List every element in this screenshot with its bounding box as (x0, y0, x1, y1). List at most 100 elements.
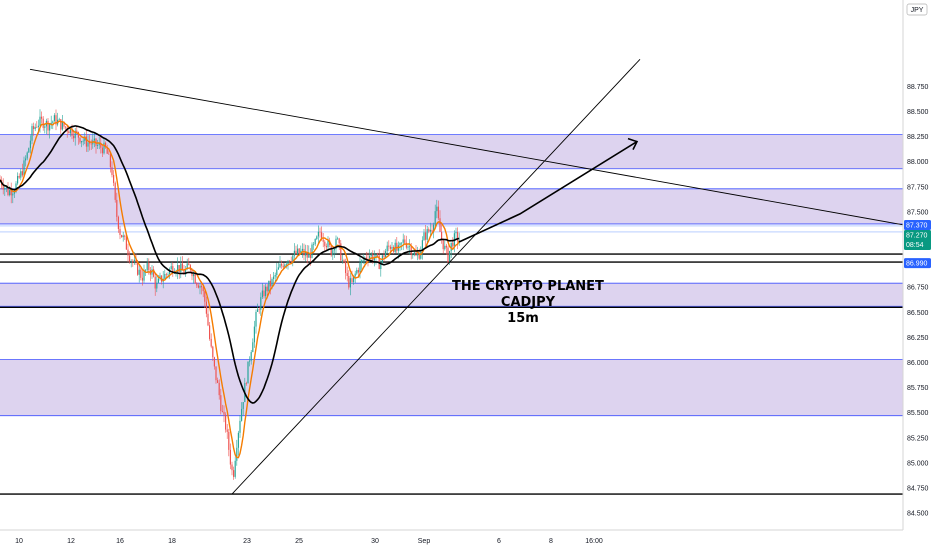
ma-slow-line (0, 125, 460, 404)
candle-body (117, 216, 119, 229)
projection-arrow-head (627, 137, 639, 150)
candle-body (273, 276, 275, 280)
candle-body (367, 258, 369, 260)
candle-body (442, 238, 444, 250)
candle-body (404, 239, 406, 243)
candle-body (167, 274, 169, 275)
candle-body (239, 420, 241, 433)
candle-body (114, 182, 116, 200)
candle-body (428, 229, 430, 232)
x-tick-label: 6 (497, 538, 501, 545)
candle-body (137, 261, 139, 275)
candle-body (437, 206, 439, 219)
candle-body (73, 135, 75, 139)
candle-body (97, 145, 99, 146)
y-tick-label: 85.500 (907, 410, 929, 417)
candle-body (138, 269, 140, 275)
time-axis-panel[interactable] (0, 530, 903, 550)
candle-body (7, 187, 9, 196)
price-badge-sublabel: 08:54 (906, 242, 924, 249)
candle-body (39, 116, 41, 126)
candle-body (242, 402, 244, 409)
candle-body (29, 140, 31, 149)
candle-body (290, 261, 292, 262)
zone-1 (0, 188, 903, 224)
candle-body (377, 254, 379, 256)
candle-body (325, 246, 327, 248)
y-tick-label: 85.750 (907, 385, 929, 392)
candle-body (231, 464, 233, 471)
candle-body (53, 115, 55, 122)
candle-body (255, 311, 257, 327)
candle-body (412, 254, 414, 256)
candle-body (68, 131, 70, 134)
candle-body (20, 171, 22, 178)
candle-body (354, 273, 356, 277)
x-tick-label: 30 (371, 538, 379, 545)
candle-body (436, 206, 438, 212)
candle-body (402, 239, 404, 243)
y-tick-label: 88.750 (907, 84, 929, 91)
x-tick-label: 23 (243, 538, 251, 545)
candle-body (308, 253, 310, 258)
candle-body (143, 270, 145, 281)
candle-body (77, 132, 79, 138)
candle-body (263, 290, 265, 297)
candle-body (177, 265, 179, 273)
candle-body (450, 242, 452, 251)
candle-body (172, 266, 174, 274)
candle-body (284, 264, 286, 268)
candle-body (121, 234, 123, 238)
y-tick-label: 86.500 (907, 310, 929, 317)
candle-body (23, 160, 25, 176)
candle-body (401, 242, 403, 244)
candle-body (186, 263, 188, 269)
candle-body (58, 119, 60, 120)
candle-body (109, 154, 111, 168)
candle-body (50, 122, 52, 125)
candle-body (194, 274, 196, 284)
candle-body (93, 138, 95, 141)
candle-body (153, 269, 155, 277)
candle-body (132, 260, 134, 262)
candle-body (309, 253, 311, 258)
candle-body (220, 395, 222, 411)
candle-body (289, 260, 291, 262)
candle-body (233, 470, 235, 477)
horizontal-levels (0, 225, 903, 495)
candle-body (337, 238, 339, 240)
candle-body (146, 262, 148, 271)
candle-body (346, 273, 348, 276)
candle-body (391, 246, 393, 249)
candle-body (165, 273, 167, 275)
y-tick-label: 88.000 (907, 159, 929, 166)
candle-body (386, 245, 388, 252)
candle-body (106, 147, 108, 154)
candle-body (69, 128, 71, 134)
candle-body (439, 218, 441, 232)
candle-body (81, 141, 83, 143)
candle-body (26, 152, 28, 159)
candle-body (181, 263, 183, 270)
candle-body (348, 275, 350, 288)
candle-body (228, 431, 230, 450)
candle-body (89, 142, 91, 144)
candle-body (276, 269, 278, 276)
candle-body (357, 269, 359, 273)
candle-body (434, 211, 436, 225)
x-tick-label: 8 (549, 538, 553, 545)
candle-body (199, 285, 201, 288)
candle-body (201, 285, 203, 288)
candle-body (205, 301, 207, 314)
candle-body (297, 248, 299, 255)
candle-body (277, 267, 279, 270)
candle-body (281, 263, 283, 266)
candle-body (130, 260, 132, 262)
candle-body (122, 235, 124, 238)
candle-body (234, 460, 236, 477)
candle-body (287, 260, 289, 265)
candle-body (157, 278, 159, 283)
candle-body (341, 260, 343, 261)
candle-body (343, 260, 345, 263)
